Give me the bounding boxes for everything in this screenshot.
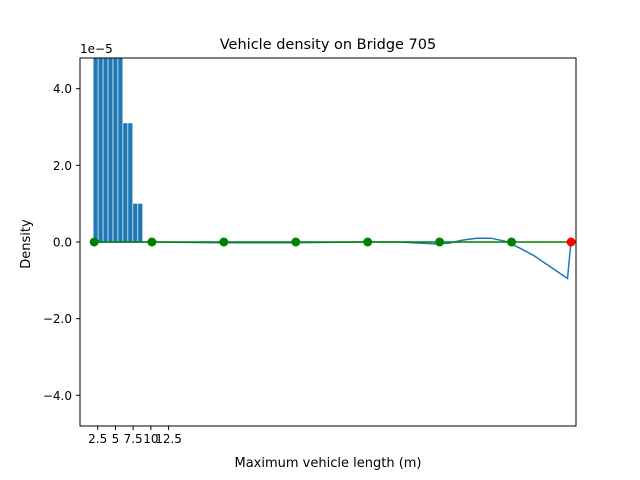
density-curve-line: [94, 237, 572, 280]
density-bar: [133, 203, 138, 242]
y-tick-label: 0.0: [53, 236, 72, 250]
density-bar: [108, 58, 113, 242]
green-point: [89, 237, 99, 247]
x-axis-label: Maximum vehicle length (m): [235, 456, 422, 471]
y-axis-offset-text: 1e−5: [80, 42, 113, 56]
density-bar: [98, 58, 103, 242]
green-point: [147, 237, 157, 247]
chart-title: Vehicle density on Bridge 705: [220, 37, 436, 53]
plot-area: [89, 58, 576, 280]
density-bar: [103, 58, 108, 242]
red-point: [566, 237, 576, 247]
density-bar: [128, 123, 133, 242]
x-tick-label: 2.5: [88, 432, 107, 446]
density-bar: [93, 58, 98, 242]
x-tick-label: 5: [112, 432, 120, 446]
y-tick-label: 2.0: [53, 159, 72, 173]
green-point: [219, 237, 229, 247]
green-point: [507, 237, 517, 247]
x-tick-label: 7.5: [124, 432, 143, 446]
density-bar: [138, 203, 143, 242]
y-tick-label: −4.0: [43, 389, 72, 403]
y-axis-ticks: 4.0 2.0 0.0 −2.0 −4.0: [43, 82, 80, 403]
green-point: [363, 237, 373, 247]
density-bar: [118, 58, 123, 242]
density-bar: [123, 123, 128, 242]
density-bar: [113, 58, 118, 242]
x-tick-label: 10: [143, 432, 158, 446]
y-tick-label: −2.0: [43, 312, 72, 326]
green-point: [435, 237, 445, 247]
x-tick-label: 12.5: [155, 432, 182, 446]
y-tick-label: 4.0: [53, 82, 72, 96]
green-point: [291, 237, 301, 247]
y-axis-label: Density: [19, 219, 34, 269]
